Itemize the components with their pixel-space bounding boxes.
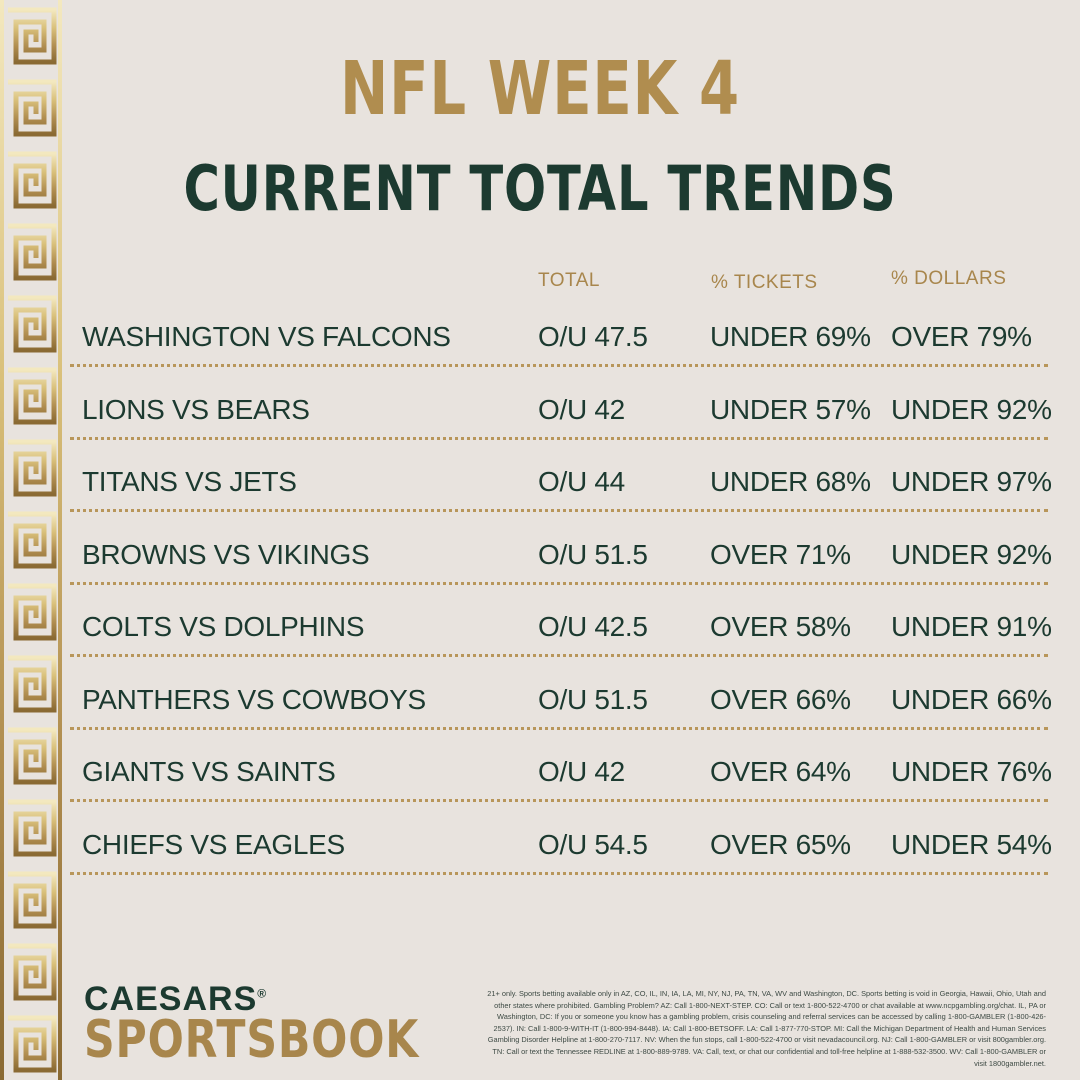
- table-row: GIANTS VS SAINTS O/U 42 OVER 64% UNDER 7…: [70, 756, 1052, 828]
- matchup-cell: PANTHERS VS COWBOYS: [82, 684, 426, 715]
- dollars-cell: OVER 79%: [891, 321, 1032, 352]
- sportsbook-logo: SPORTSBOOK: [84, 1010, 420, 1070]
- tickets-cell: OVER 64%: [710, 756, 851, 787]
- tickets-cell: UNDER 69%: [710, 321, 871, 352]
- dollars-cell: UNDER 97%: [891, 466, 1052, 497]
- dollars-cell: UNDER 54%: [891, 829, 1052, 860]
- legal-disclaimer: 21+ only. Sports betting available only …: [487, 989, 1046, 1068]
- matchup-cell: TITANS VS JETS: [82, 466, 297, 497]
- column-header-total: TOTAL: [538, 270, 600, 291]
- table-row: COLTS VS DOLPHINS O/U 42.5 OVER 58% UNDE…: [70, 611, 1052, 683]
- total-cell: O/U 54.5: [538, 829, 648, 860]
- row-divider: [70, 509, 1048, 512]
- total-cell: O/U 42: [538, 756, 625, 787]
- total-cell: O/U 42: [538, 394, 625, 425]
- matchup-cell: GIANTS VS SAINTS: [82, 756, 336, 787]
- tickets-cell: OVER 58%: [710, 611, 851, 642]
- row-divider: [70, 654, 1048, 657]
- caesars-logo-text: CAESARS: [84, 980, 258, 1018]
- greek-key-border: [0, 0, 62, 1080]
- caesars-logo: CAESARS®: [84, 980, 267, 1019]
- total-cell: O/U 51.5: [538, 539, 648, 570]
- dollars-cell: UNDER 66%: [891, 684, 1052, 715]
- column-header-tickets: % TICKETS: [711, 272, 818, 293]
- row-divider: [70, 727, 1048, 730]
- page-title: NFL WEEK 4: [340, 46, 740, 132]
- row-divider: [70, 872, 1048, 875]
- row-divider: [70, 582, 1048, 585]
- matchup-cell: BROWNS VS VIKINGS: [82, 539, 370, 570]
- total-cell: O/U 44: [538, 466, 625, 497]
- table-row: BROWNS VS VIKINGS O/U 51.5 OVER 71% UNDE…: [70, 539, 1052, 611]
- table-row: WASHINGTON VS FALCONS O/U 47.5 UNDER 69%…: [70, 321, 1048, 393]
- registered-mark: ®: [257, 986, 268, 1001]
- matchup-cell: CHIEFS VS EAGLES: [82, 829, 345, 860]
- matchup-cell: COLTS VS DOLPHINS: [82, 611, 365, 642]
- tickets-cell: OVER 71%: [710, 539, 851, 570]
- tickets-cell: OVER 66%: [710, 684, 851, 715]
- total-cell: O/U 51.5: [538, 684, 648, 715]
- tickets-cell: UNDER 68%: [710, 466, 871, 497]
- dollars-cell: UNDER 91%: [891, 611, 1052, 642]
- table-row: TITANS VS JETS O/U 44 UNDER 68% UNDER 97…: [70, 466, 1052, 538]
- row-divider: [70, 437, 1048, 440]
- tickets-cell: UNDER 57%: [710, 394, 871, 425]
- row-divider: [70, 364, 1048, 367]
- table-row: CHIEFS VS EAGLES O/U 54.5 OVER 65% UNDER…: [70, 829, 1052, 901]
- dollars-cell: UNDER 76%: [891, 756, 1052, 787]
- matchup-cell: WASHINGTON VS FALCONS: [82, 321, 451, 352]
- total-cell: O/U 42.5: [538, 611, 648, 642]
- table-row: PANTHERS VS COWBOYS O/U 51.5 OVER 66% UN…: [70, 684, 1052, 756]
- page-subtitle: CURRENT TOTAL TRENDS: [183, 152, 897, 225]
- row-divider: [70, 799, 1048, 802]
- column-header-dollars: % DOLLARS: [891, 268, 1007, 289]
- matchup-cell: LIONS VS BEARS: [82, 394, 310, 425]
- total-cell: O/U 47.5: [538, 321, 648, 352]
- table-row: LIONS VS BEARS O/U 42 UNDER 57% UNDER 92…: [70, 394, 1052, 466]
- dollars-cell: UNDER 92%: [891, 539, 1052, 570]
- dollars-cell: UNDER 92%: [891, 394, 1052, 425]
- tickets-cell: OVER 65%: [710, 829, 851, 860]
